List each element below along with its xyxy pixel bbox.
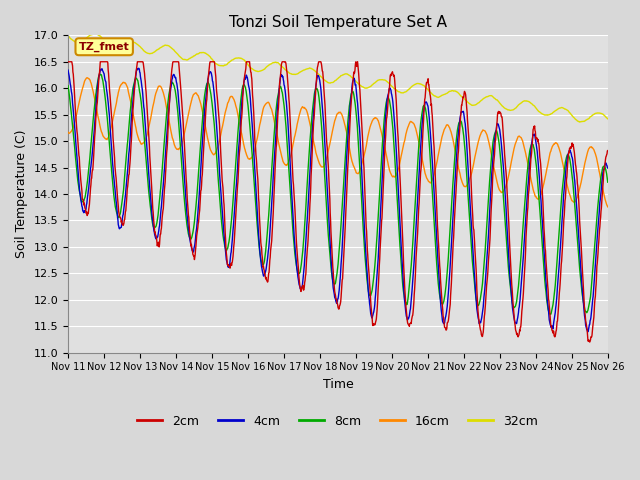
Text: TZ_fmet: TZ_fmet (79, 42, 129, 52)
Title: Tonzi Soil Temperature Set A: Tonzi Soil Temperature Set A (229, 15, 447, 30)
Y-axis label: Soil Temperature (C): Soil Temperature (C) (15, 130, 28, 258)
X-axis label: Time: Time (323, 378, 353, 391)
Legend: 2cm, 4cm, 8cm, 16cm, 32cm: 2cm, 4cm, 8cm, 16cm, 32cm (132, 409, 543, 432)
